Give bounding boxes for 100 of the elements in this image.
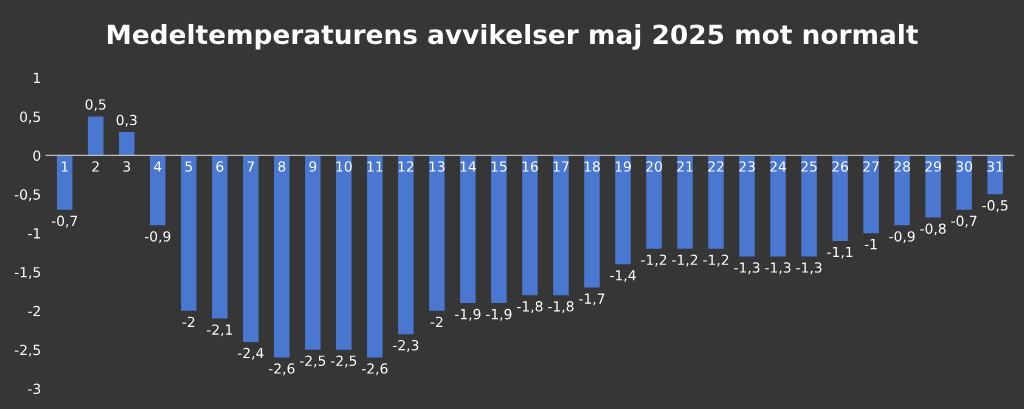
data-label: -1,2	[641, 254, 667, 267]
x-tick-label: 21	[677, 161, 693, 172]
x-tick-label: 25	[801, 161, 817, 172]
x-tick-label: 14	[460, 161, 476, 172]
bar	[708, 155, 724, 249]
data-label: -2,1	[206, 324, 233, 337]
data-label: -2,4	[237, 347, 264, 360]
x-tick-label: 7	[247, 161, 255, 172]
data-label: -1,8	[517, 301, 543, 314]
bar	[522, 155, 538, 296]
data-label: -1,3	[796, 262, 822, 275]
x-tick-label: 24	[770, 161, 787, 172]
y-tick-label: -2,5	[14, 344, 41, 357]
data-label: -1,9	[455, 308, 481, 321]
data-label: -1,9	[486, 308, 512, 321]
data-label: -1,8	[548, 301, 574, 314]
data-label: -0,9	[144, 231, 171, 244]
bar	[367, 155, 383, 358]
bar	[398, 155, 414, 335]
y-tick-label: -3	[28, 383, 41, 395]
x-tick-label: 12	[398, 161, 414, 172]
data-label: -0,5	[982, 200, 1008, 212]
bar	[553, 155, 569, 296]
x-tick-label: 15	[491, 161, 507, 172]
bar	[274, 155, 290, 358]
x-tick-label: 23	[739, 161, 755, 172]
x-tick-label: 2	[92, 161, 99, 172]
x-tick-label: 13	[429, 161, 445, 172]
x-tick-label: 1	[61, 161, 68, 172]
x-tick-label: 28	[894, 161, 910, 172]
data-label: -2,6	[268, 363, 295, 376]
x-tick-label: 3	[123, 161, 131, 172]
bar	[429, 155, 445, 311]
data-label: -1,1	[827, 246, 853, 259]
bar	[336, 155, 352, 350]
y-tick-label: 0	[33, 150, 41, 161]
bar	[149, 155, 166, 226]
x-tick-label: 8	[278, 161, 286, 172]
bar	[677, 155, 693, 249]
data-label: -1	[864, 239, 877, 250]
bar	[56, 155, 73, 210]
data-label: -0,8	[920, 223, 946, 236]
data-label: -2	[430, 316, 443, 327]
data-label: -1,3	[765, 262, 791, 275]
x-tick-label: 10	[336, 161, 352, 172]
chart-title: Medeltemperaturens avvikelser maj 2025 mot normalt	[107, 23, 918, 50]
bar	[584, 155, 600, 288]
bar	[243, 155, 259, 342]
x-tick-label: 4	[154, 161, 162, 172]
data-label: -0,7	[951, 215, 977, 228]
data-label: -1,3	[734, 262, 760, 275]
data-label: -1,4	[610, 270, 636, 282]
bar	[615, 155, 631, 265]
x-tick-label: 18	[584, 161, 600, 172]
x-tick-label: 20	[646, 161, 662, 172]
data-label: 0,5	[85, 99, 106, 112]
y-tick-label: 1	[33, 72, 40, 83]
bar	[646, 155, 662, 249]
data-label: -2,5	[330, 355, 357, 368]
data-label: -1,2	[703, 254, 729, 267]
x-tick-label: 26	[832, 161, 849, 172]
x-tick-label: 27	[863, 161, 879, 172]
y-tick-label: -1	[28, 228, 40, 239]
bar	[925, 155, 941, 218]
bar	[118, 132, 135, 156]
y-tick-label: -1,5	[14, 267, 41, 279]
bar	[460, 155, 476, 304]
data-label: -2,5	[299, 355, 326, 368]
data-label: 0,3	[116, 114, 137, 127]
data-label: -0,7	[51, 215, 78, 228]
x-tick-label: 31	[987, 161, 1003, 172]
x-tick-label: 30	[956, 161, 973, 172]
bar	[801, 155, 817, 257]
x-tick-label: 17	[553, 161, 569, 172]
bar	[770, 155, 786, 257]
bar	[987, 155, 1003, 195]
bar	[832, 155, 848, 241]
data-label: -0,9	[889, 231, 915, 244]
x-tick-label: 19	[615, 161, 631, 172]
bar	[894, 155, 910, 226]
y-tick-label: -0,5	[14, 189, 41, 202]
bar	[956, 155, 972, 210]
bar	[181, 155, 197, 311]
data-label: -1,7	[579, 293, 605, 306]
bar	[739, 155, 755, 257]
bar	[491, 155, 507, 304]
x-tick-label: 22	[708, 161, 724, 172]
x-tick-label: 6	[216, 161, 224, 172]
bar	[87, 116, 104, 156]
y-tick-label: -2	[28, 305, 40, 317]
data-label: -2,3	[392, 339, 419, 352]
x-tick-label: 29	[925, 161, 941, 172]
data-label: -1,2	[672, 254, 698, 267]
x-tick-label: 16	[522, 161, 538, 172]
bar	[863, 155, 879, 234]
x-tick-label: 5	[185, 161, 192, 172]
x-tick-label: 11	[367, 161, 383, 172]
data-label: -2	[182, 316, 195, 327]
x-tick-label: 9	[309, 161, 317, 172]
y-tick-label: 0,5	[20, 111, 41, 124]
